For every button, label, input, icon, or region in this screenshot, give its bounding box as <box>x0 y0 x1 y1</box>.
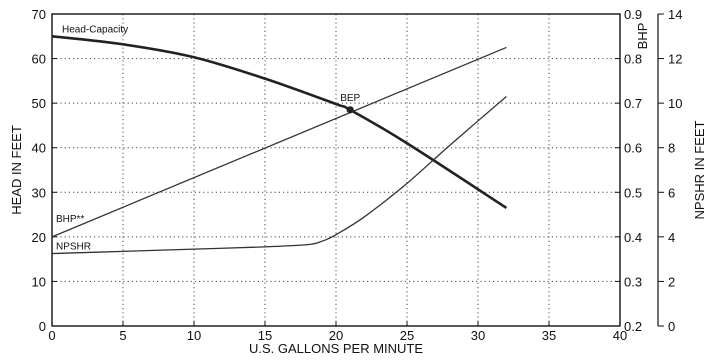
head-tick-label: 20 <box>32 230 46 245</box>
bhp-tick-label: 0.2 <box>624 319 642 334</box>
x-tick-label: 30 <box>471 328 485 343</box>
bhp-tick-label: 0.5 <box>624 185 642 200</box>
head-tick-label: 10 <box>32 274 46 289</box>
npshr-tick-label: 0 <box>668 319 675 334</box>
x-tick-label: 20 <box>329 328 343 343</box>
series-npshr-line <box>51 95 507 255</box>
x-tick-label: 0 <box>48 328 55 343</box>
bep-point <box>346 106 354 114</box>
x-tick-label: 15 <box>258 328 272 343</box>
npshr-tick-label: 12 <box>668 52 682 67</box>
series-label: Head-Capacity <box>62 24 128 35</box>
head-tick-label: 30 <box>32 185 46 200</box>
npshr-axis-title: NPSHR IN FEET <box>692 120 707 219</box>
x-tick-label: 25 <box>400 328 414 343</box>
npshr-tick-label: 14 <box>668 7 682 22</box>
head-tick-label: 0 <box>39 319 46 334</box>
x-tick-label: 35 <box>542 328 556 343</box>
npshr-tick-label: 2 <box>668 274 675 289</box>
x-tick-label: 5 <box>119 328 126 343</box>
bhp-tick-label: 0.9 <box>624 7 642 22</box>
bep-label: BEP <box>340 93 360 104</box>
npshr-tick-label: 10 <box>668 96 682 111</box>
npshr-tick-label: 4 <box>668 230 675 245</box>
npshr-tick-label: 8 <box>668 141 675 156</box>
series-label: NPSHR <box>56 242 91 253</box>
x-tick-label: 10 <box>187 328 201 343</box>
head-tick-label: 60 <box>32 52 46 67</box>
bhp-tick-label: 0.8 <box>624 52 642 67</box>
bhp-tick-label: 0.4 <box>624 230 642 245</box>
series-label: BHP** <box>56 214 84 225</box>
left-axis-title: HEAD IN FEET <box>9 125 24 215</box>
series-head-capacity-line <box>51 34 508 209</box>
bhp-tick-label: 0.6 <box>624 141 642 156</box>
head-tick-label: 40 <box>32 141 46 156</box>
x-tick-label: 40 <box>613 328 627 343</box>
series-bhp-line <box>51 46 507 238</box>
npshr-tick-label: 6 <box>668 185 675 200</box>
head-tick-label: 70 <box>32 7 46 22</box>
head-tick-label: 50 <box>32 96 46 111</box>
bhp-tick-label: 0.7 <box>624 96 642 111</box>
bhp-tick-label: 0.3 <box>624 274 642 289</box>
bhp-axis-title: BHP <box>635 23 650 50</box>
x-axis-title: U.S. GALLONS PER MINUTE <box>249 341 423 356</box>
